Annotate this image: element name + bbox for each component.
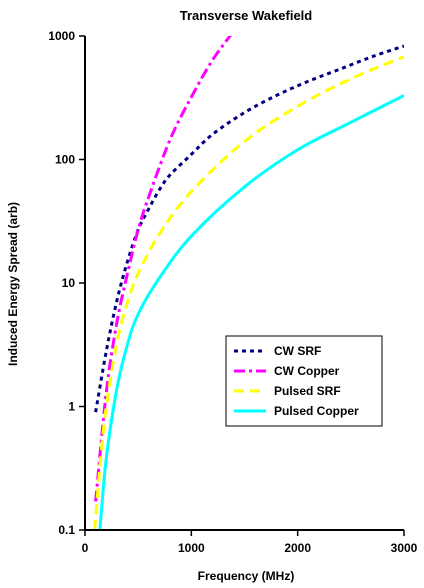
y-tick-label: 100 — [55, 153, 75, 167]
tick-labels: 0.1 1 10 100 1000 0 1000 2000 3000 — [48, 29, 417, 555]
x-axis-label: Frequency (MHz) — [198, 569, 295, 583]
series-line-1 — [94, 44, 404, 413]
x-tick-label: 1000 — [178, 541, 205, 555]
y-tick-label: 0.1 — [58, 523, 75, 537]
axes — [79, 35, 405, 536]
legend: CW SRF CW Copper Pulsed SRF Pulsed Copper — [225, 335, 383, 427]
y-tick-label: 10 — [62, 276, 76, 290]
legend-label-2: CW Copper — [274, 364, 340, 378]
legend-label-1: CW SRF — [274, 344, 321, 358]
plot-area — [93, 36, 404, 530]
x-tick-label: 2000 — [284, 541, 311, 555]
y-tick-label: 1 — [68, 400, 75, 414]
series-line-2 — [94, 36, 232, 502]
y-axis-label: Induced Energy Spread (arb) — [6, 202, 20, 366]
chart-title: Transverse Wakefield — [180, 8, 313, 23]
legend-label-3: Pulsed SRF — [274, 384, 341, 398]
x-tick-label: 0 — [82, 541, 89, 555]
y-tick-label: 1000 — [48, 29, 75, 43]
x-tick-label: 3000 — [391, 541, 418, 555]
legend-label-4: Pulsed Copper — [274, 404, 359, 418]
series-line-3 — [93, 55, 404, 530]
series-line-4 — [98, 94, 404, 530]
